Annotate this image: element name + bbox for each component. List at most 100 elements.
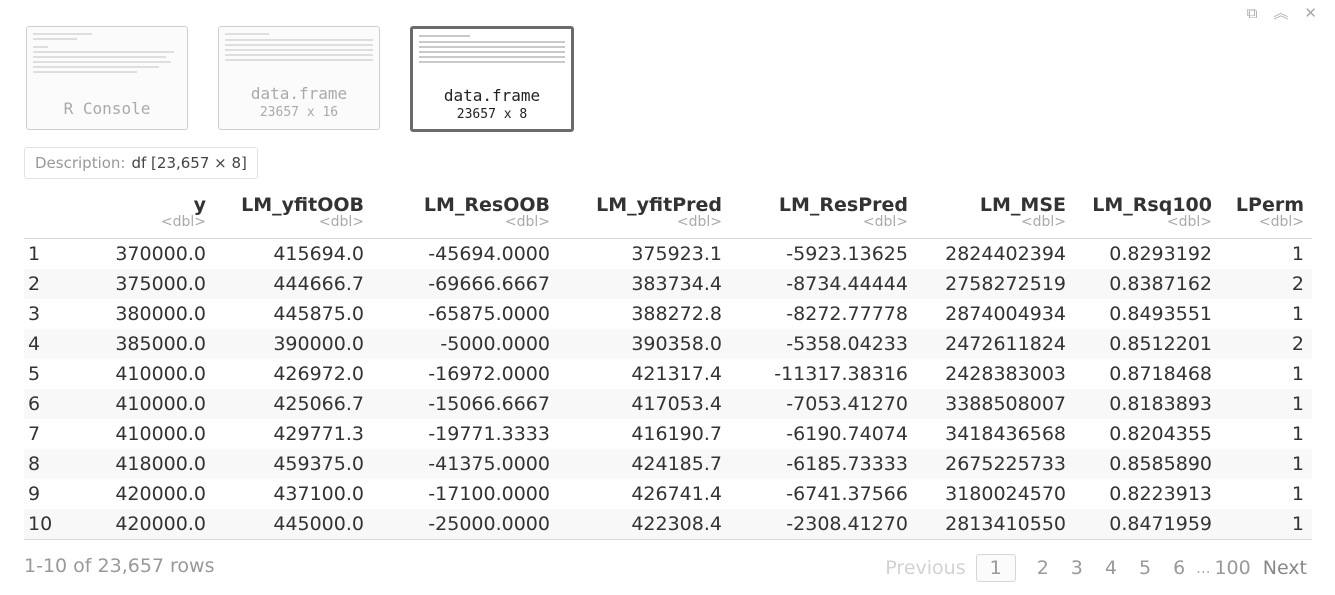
header-lperm[interactable]: LPerm <dbl> [1220, 192, 1312, 239]
table-row: 8 418000.0 459375.0 -41375.0000 424185.7 -618… [24, 448, 1312, 479]
table-cell: 410000.0 [74, 388, 214, 419]
table-cell: 2813410550 [916, 508, 1074, 540]
table-cell: -16972.0000 [428, 362, 550, 385]
thumbnail-preview [225, 33, 373, 91]
page-button[interactable]: 6 [1173, 557, 1186, 579]
table-cell: 1 [1220, 448, 1312, 479]
table-cell: 416190.7 [631, 422, 722, 445]
table-cell: -41375.0000 [372, 448, 558, 479]
table-cell: 0.8387162 [1074, 268, 1220, 299]
table-cell: 410000.0 [115, 362, 206, 385]
table-cell: 0.8718468 [1109, 362, 1212, 385]
header-rowindex [24, 192, 74, 239]
table-cell: 3388508007 [916, 388, 1074, 419]
description-label: Description: [35, 154, 126, 172]
table-cell: 0.8585890 [1074, 448, 1220, 479]
table-cell: 380000.0 [115, 302, 206, 325]
popout-icon[interactable]: ⧉ [1246, 4, 1258, 22]
table-cell: 1 [1291, 362, 1304, 385]
next-page-button[interactable]: Next [1262, 557, 1307, 579]
header-y[interactable]: y <dbl> [74, 192, 214, 239]
table-row: 2 375000.0 444666.7 -69666.6667 383734.4 -873… [24, 268, 1312, 299]
row-index-cell: 6 [24, 388, 74, 419]
header-lm-yfitoob[interactable]: LM_yfitOOB <dbl> [214, 192, 372, 239]
page-button-last[interactable]: 100 [1214, 557, 1251, 579]
description-chip: Description: df [23,657 × 8] [24, 147, 258, 179]
table-cell: 385000.0 [74, 328, 214, 359]
thumbnail-preview [33, 33, 181, 91]
thumbnail-title: data.frame [443, 86, 541, 105]
table-row: 6 410000.0 425066.7 -15066.6667 417053.4 -705… [24, 388, 1312, 419]
table-cell: 424185.7 [558, 448, 730, 479]
table-row: 10 420000.0 445000.0 -25000.0000 422308.4 -23… [24, 508, 1312, 540]
thumbnail-dimensions: 23657 x 16 [259, 105, 339, 120]
row-index-cell: 5 [28, 362, 41, 385]
table-row: 4 385000.0 390000.0 -5000.0000 390358.0 -5358… [24, 328, 1312, 359]
table-cell: -5358.04233 [730, 328, 916, 359]
thumbnail-data-frame-8[interactable]: data.frame 23657 x 8 [410, 26, 574, 132]
table-cell: 2824402394 [945, 242, 1066, 265]
data-table: y <dbl> LM_yfitOOB <dbl> LM_ResOOB <dbl> LM… [24, 192, 1312, 540]
page-button[interactable]: 2 [1036, 557, 1049, 579]
table-cell: 420000.0 [74, 508, 214, 540]
table-cell: 390358.0 [558, 328, 730, 359]
table-cell: -19771.3333 [428, 422, 550, 445]
table-cell: -8272.77778 [786, 302, 908, 325]
table-cell: 1 [1291, 482, 1304, 505]
header-lm-yfitpred[interactable]: LM_yfitPred <dbl> [558, 192, 730, 239]
row-index-cell: 9 [28, 482, 41, 505]
table-cell: 418000.0 [74, 448, 214, 479]
table-cell: 0.8223913 [1109, 482, 1212, 505]
row-index-cell: 7 [28, 422, 41, 445]
table-cell: -15066.6667 [372, 388, 558, 419]
table-cell: 421317.4 [631, 362, 722, 385]
header-lm-resoob[interactable]: LM_ResOOB <dbl> [372, 192, 558, 239]
table-cell: 1 [1220, 508, 1312, 540]
table-header-row: y <dbl> LM_yfitOOB <dbl> LM_ResOOB <dbl> LM… [24, 192, 1312, 239]
table-row: 5 410000.0 426972.0 -16972.0000 421317.4 -113… [24, 359, 1312, 389]
page-button[interactable]: 4 [1104, 557, 1117, 579]
table-body: 1 370000.0 415694.0 -45694.0000 375923.1 -592… [24, 238, 1312, 540]
table-cell: 429771.3 [273, 422, 364, 445]
thumbnail-title: data.frame [250, 84, 348, 103]
table-cell: 425066.7 [214, 388, 372, 419]
header-lm-mse[interactable]: LM_MSE <dbl> [916, 192, 1074, 239]
thumbnail-r-console[interactable]: R Console [26, 26, 188, 130]
table-cell: 415694.0 [273, 242, 364, 265]
collapse-icon[interactable]: ︽ [1273, 4, 1289, 22]
close-icon[interactable]: ✕ [1304, 4, 1317, 22]
table-cell: -8734.44444 [730, 268, 916, 299]
previous-page-button[interactable]: Previous [885, 557, 966, 579]
thumbnail-data-frame-16[interactable]: data.frame 23657 x 16 [218, 26, 380, 130]
table-row: 3 380000.0 445875.0 -65875.0000 388272.8 -827… [24, 299, 1312, 329]
page-button-current[interactable]: 1 [975, 554, 1016, 582]
table-cell: 2472611824 [916, 328, 1074, 359]
row-count-info: 1-10 of 23,657 rows [24, 555, 215, 577]
table-cell: 2 [1220, 328, 1312, 359]
thumbnail-preview [419, 35, 565, 93]
row-index-cell: 2 [24, 268, 74, 299]
table-cell: 2675225733 [916, 448, 1074, 479]
header-lm-respred[interactable]: LM_ResPred <dbl> [730, 192, 916, 239]
table-cell: 417053.4 [558, 388, 730, 419]
table-cell: -17100.0000 [428, 482, 550, 505]
object-thumbnails: R Console data.frame 23657 x 16 data.fra… [26, 26, 574, 132]
table-cell: -11317.38316 [774, 362, 908, 385]
page-button[interactable]: 3 [1070, 557, 1083, 579]
table-cell: 388272.8 [631, 302, 722, 325]
table-cell: -65875.0000 [428, 302, 550, 325]
table-cell: 1 [1220, 388, 1312, 419]
table-cell: -5000.0000 [372, 328, 558, 359]
page-button[interactable]: 5 [1138, 557, 1152, 579]
table-cell: 410000.0 [115, 422, 206, 445]
description-value: df [23,657 × 8] [131, 154, 247, 172]
table-cell: 3418436568 [945, 422, 1066, 445]
table-cell: 459375.0 [214, 448, 372, 479]
pagination: Previous 1 2 3 4 5 6 ... 100 Next [885, 554, 1307, 582]
window-controls: ⧉ ︽ ✕ [1247, 4, 1317, 22]
table-cell: -6190.74074 [786, 422, 908, 445]
table-cell: 2874004934 [945, 302, 1066, 325]
table-cell: 437100.0 [273, 482, 364, 505]
header-lm-rsq100[interactable]: LM_Rsq100 <dbl> [1074, 192, 1220, 239]
table-cell: 1 [1291, 242, 1304, 265]
